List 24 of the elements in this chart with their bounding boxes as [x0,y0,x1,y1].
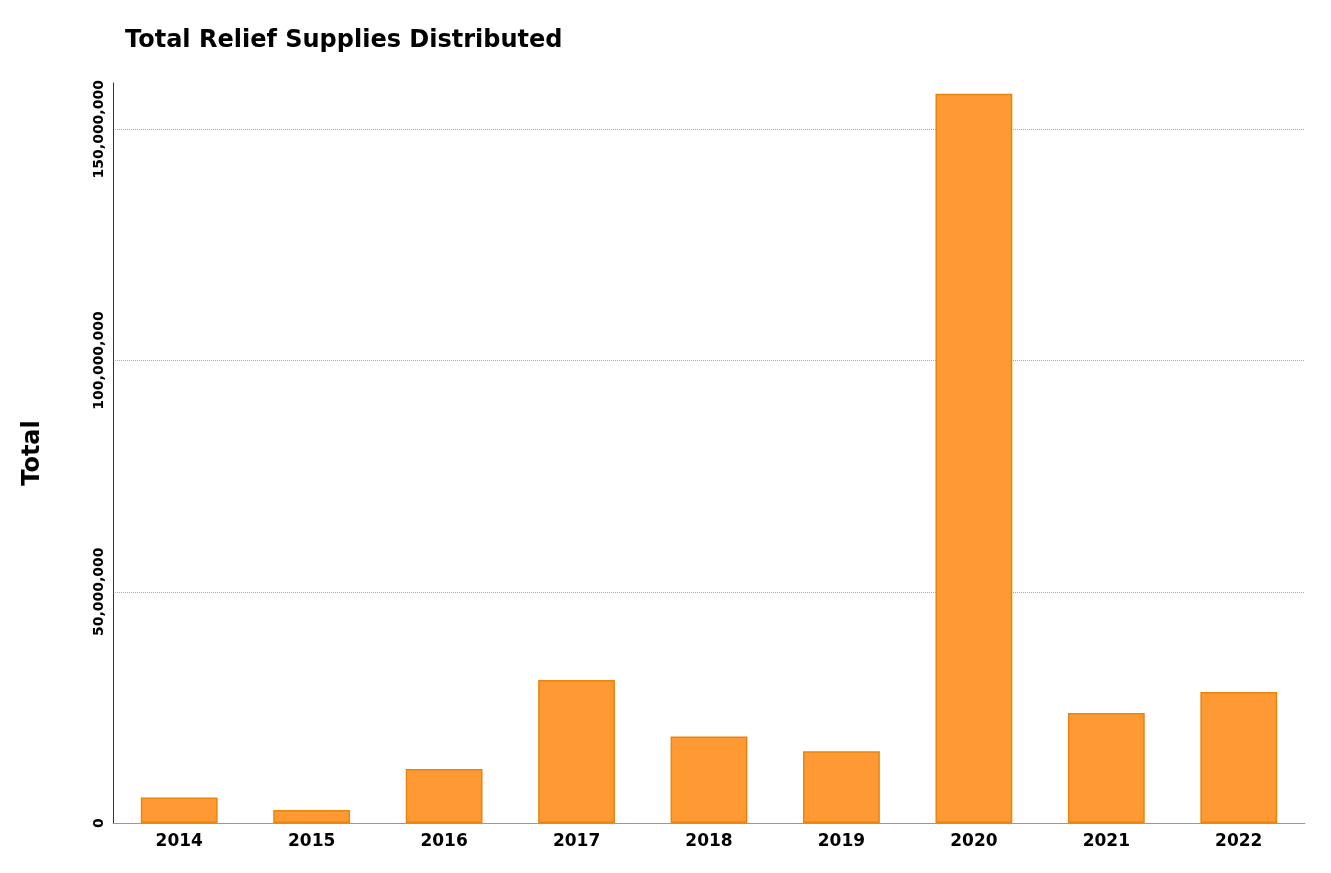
bar [803,751,880,823]
x-tick-label: 2020 [950,829,998,850]
y-axis-title: Total [17,420,45,486]
x-tick-label: 2021 [1082,829,1130,850]
x-tick-label: 2014 [155,829,204,850]
bar [1200,692,1278,823]
y-tick-label: 100,000,000 [90,311,106,410]
bar [670,736,748,823]
bar [405,768,483,823]
y-tick-label: 0 [90,817,106,828]
bar [538,680,615,823]
chart-title: Total Relief Supplies Distributed [125,25,563,53]
bar [1067,712,1145,823]
x-tick-label: 2019 [817,829,866,850]
x-tick-label: 2022 [1215,829,1263,850]
bar [140,797,218,823]
x-tick-label: 2017 [552,829,601,850]
y-tick-label: 150,000,000 [90,79,106,179]
bar [935,93,1013,823]
x-tick-label: 2016 [420,829,468,850]
x-tick-label: 2015 [288,829,336,850]
bar [273,810,351,823]
x-tick-label: 2018 [685,829,733,850]
y-tick-label: 50,000,000 [90,547,106,637]
